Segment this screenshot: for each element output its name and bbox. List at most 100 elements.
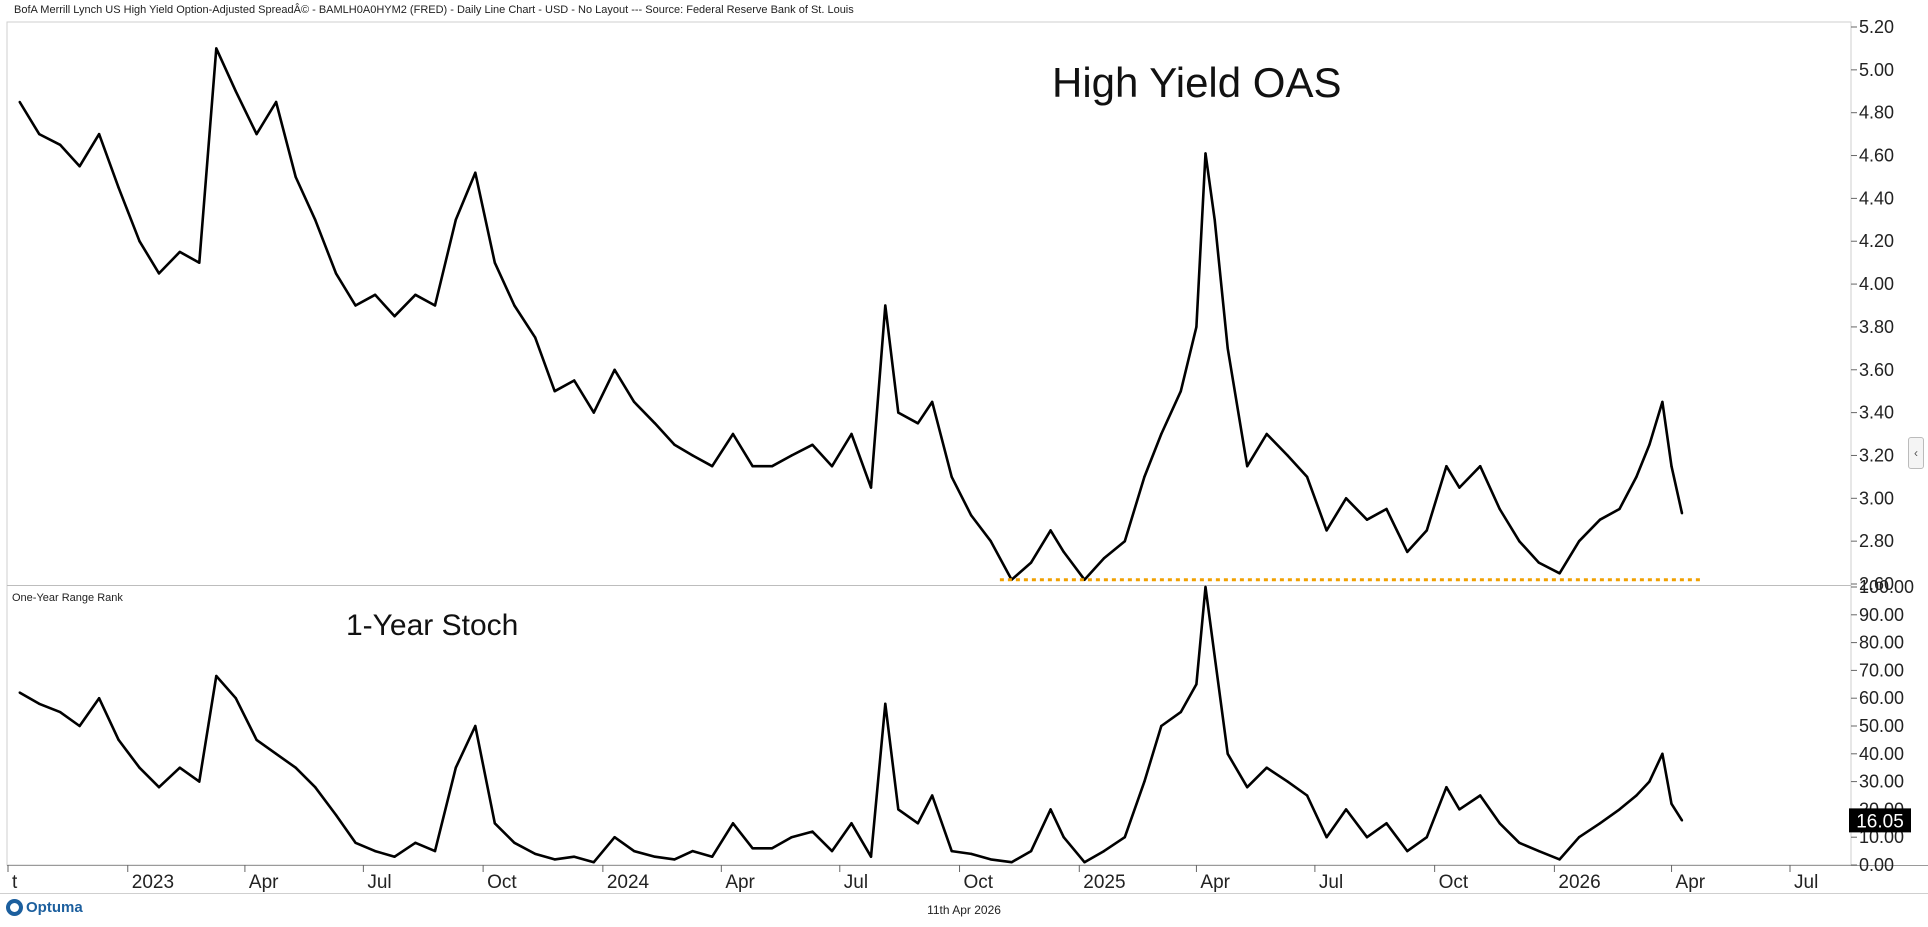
stoch-y-point-53 — [1049, 808, 1052, 811]
stoch-y-point-73 — [1406, 849, 1409, 853]
oas-y-tick-label-0: 5.20 — [1859, 17, 1894, 37]
chart-frame — [0, 21, 1928, 894]
stoch-y-point-33 — [673, 858, 676, 861]
stoch-y-point-62 — [1204, 585, 1207, 589]
oas-y-point-66 — [1265, 432, 1268, 436]
stoch-y-point-43 — [869, 855, 873, 858]
oas-y-point-74 — [1425, 529, 1429, 532]
x-tick-label-12: Oct — [1439, 872, 1469, 893]
chart-border — [6, 21, 1852, 866]
stoch-y-point-82 — [1577, 836, 1581, 839]
oas-y-point-9 — [198, 261, 201, 264]
stoch-y-point-52 — [1029, 849, 1033, 853]
stoch-y-point-23 — [474, 724, 477, 728]
oas-y-point-34 — [691, 454, 694, 457]
oas-y-point-1 — [38, 132, 41, 136]
stoch-panel: 100.00 90.00 80.00 70.00 60.00 50.00 40.00 30.0… — [12, 577, 1914, 875]
stoch-y-point-63 — [1213, 655, 1216, 658]
x-tick-label-3: Jul — [367, 872, 391, 893]
stoch-y-point-15 — [314, 786, 317, 789]
stoch-y-point-8 — [178, 766, 181, 769]
stoch-y-point-46 — [916, 822, 920, 825]
oas-y-point-12 — [255, 132, 258, 136]
oas-y-point-64 — [1226, 347, 1229, 350]
last-value-badge — [1849, 808, 1911, 833]
oas-y-point-85 — [1635, 475, 1638, 479]
stoch-y-point-64 — [1226, 752, 1229, 755]
stoch-y-tick-label-7: 30.00 — [1859, 772, 1904, 792]
stoch-y-point-16 — [334, 813, 338, 817]
oas-y-point-17 — [354, 304, 357, 307]
x-tick-label-1: 2023 — [132, 872, 174, 893]
oas-y-point-22 — [454, 218, 457, 221]
stoch-y-point-1 — [38, 702, 41, 705]
stoch-y-tick-label-2: 80.00 — [1859, 633, 1904, 653]
x-tick-label-6: Apr — [725, 872, 755, 893]
oas-y-tick-label-1: 5.00 — [1859, 60, 1894, 80]
oas-y-point-24 — [493, 261, 496, 264]
stoch-y-tick-label-0: 100.00 — [1859, 577, 1914, 597]
x-tick-label-14: Apr — [1676, 872, 1706, 893]
optuma-logo-icon — [6, 899, 23, 916]
stoch-y-point-26 — [534, 852, 537, 856]
oas-y-tick-label-2: 4.80 — [1859, 103, 1894, 123]
stoch-y-point-35 — [711, 855, 714, 858]
x-axis: t 2023 Apr Jul Oct 2024 Apr Jul Oct 2025 Apr Jul Oct… — [7, 865, 1818, 893]
stoch-y-point-86 — [1648, 780, 1651, 783]
oas-y-point-23 — [474, 171, 477, 174]
oas-y-point-54 — [1062, 550, 1065, 554]
oas-y-point-86 — [1648, 443, 1651, 446]
x-tick-label-0: t — [12, 872, 18, 893]
oas-y-point-87 — [1661, 400, 1664, 404]
stoch-y-point-71 — [1365, 836, 1369, 839]
oas-y-point-58 — [1143, 475, 1146, 479]
oas-y-point-65 — [1246, 465, 1249, 468]
oas-y-point-78 — [1498, 507, 1501, 511]
collapse-panel-button[interactable]: ‹ — [1908, 437, 1924, 469]
stoch-y-point-14 — [294, 766, 297, 769]
stoch-y-point-55 — [1083, 861, 1086, 864]
oas-y-point-84 — [1618, 507, 1621, 511]
oas-y-point-80 — [1537, 561, 1541, 564]
oas-y-point-50 — [989, 540, 992, 543]
oas-y-series-line — [18, 47, 1684, 582]
stoch-y-point-20 — [414, 841, 417, 844]
stoch-y-point-85 — [1635, 794, 1638, 797]
oas-y-point-19 — [393, 315, 396, 318]
oas-y-point-25 — [513, 304, 516, 307]
oas-y-point-26 — [534, 336, 537, 339]
stoch-y-point-42 — [850, 822, 853, 825]
oas-y-point-28 — [573, 379, 576, 382]
stoch-y-point-36 — [731, 822, 735, 825]
x-tick-label-4: Oct — [487, 872, 517, 893]
oas-y-point-60 — [1179, 390, 1183, 393]
stoch-y-tick-label-4: 60.00 — [1859, 688, 1904, 708]
oas-y-point-4 — [97, 132, 101, 136]
oas-y-point-53 — [1049, 529, 1052, 532]
stoch-y-point-66 — [1265, 766, 1268, 769]
stoch-y-point-54 — [1062, 836, 1065, 839]
stoch-y-point-57 — [1123, 836, 1127, 839]
chevron-left-icon: ‹ — [1914, 446, 1918, 460]
stoch-y-point-17 — [354, 841, 357, 844]
stoch-y-point-29 — [592, 861, 595, 864]
oas-y-point-37 — [751, 465, 754, 468]
stoch-y-point-10 — [215, 674, 218, 678]
oas-y-point-29 — [592, 411, 595, 414]
oas-y-point-89 — [1680, 512, 1684, 515]
stoch-y-point-4 — [97, 697, 101, 700]
stoch-y-point-68 — [1305, 794, 1309, 797]
stoch-y-point-32 — [653, 855, 657, 858]
oas-y-point-11 — [234, 90, 237, 93]
stoch-y-point-76 — [1458, 808, 1461, 811]
oas-y-point-83 — [1598, 518, 1602, 521]
oas-y-point-39 — [790, 454, 793, 457]
stoch-y-point-44 — [884, 702, 887, 705]
x-tick-label-11: Jul — [1319, 872, 1343, 893]
stoch-y-point-87 — [1661, 752, 1664, 755]
stoch-y-point-47 — [931, 794, 934, 797]
stoch-y-point-34 — [691, 849, 694, 853]
stoch-panel-label: One-Year Range Rank — [12, 592, 123, 604]
stoch-y-point-41 — [830, 849, 834, 853]
